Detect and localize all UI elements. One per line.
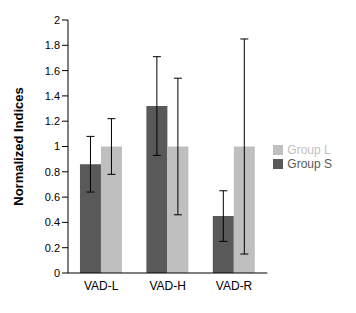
svg-text:0.4: 0.4	[45, 216, 60, 228]
svg-text:1.8: 1.8	[45, 39, 60, 51]
html-text:Group S: Group S	[287, 156, 332, 171]
svg-text:0.6: 0.6	[45, 191, 60, 203]
svg-text:1.2: 1.2	[45, 115, 60, 127]
svg-text:1.4: 1.4	[45, 90, 60, 102]
svg-text:VAD-R: VAD-R	[216, 279, 253, 293]
svg-text:2: 2	[54, 14, 60, 26]
svg-text:VAD-L: VAD-L	[84, 279, 119, 293]
svg-text:Normalized Indices: Normalized Indices	[11, 87, 26, 205]
svg-text:1.6: 1.6	[45, 65, 60, 77]
svg-text:1: 1	[54, 140, 60, 152]
html-text:Group L: Group L	[287, 142, 331, 157]
svg-text:0: 0	[54, 267, 60, 279]
svg-text:0.2: 0.2	[45, 242, 60, 254]
svg-text:VAD-H: VAD-H	[149, 279, 185, 293]
svg-text:0.8: 0.8	[45, 166, 60, 178]
